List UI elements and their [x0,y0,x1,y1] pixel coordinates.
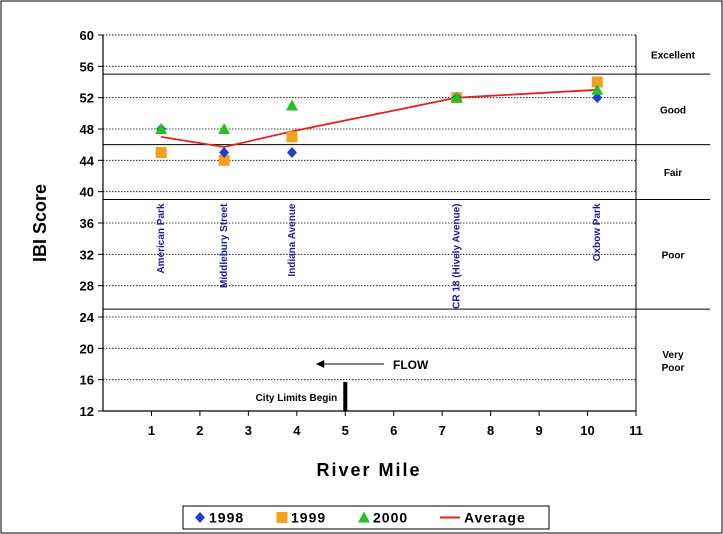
data-point-square [218,154,230,166]
y-tick-label: 36 [80,216,94,231]
data-point-triangle [155,123,168,134]
y-tick-label: 12 [80,404,94,419]
x-tick-label: 2 [196,423,203,438]
y-tick-label: 40 [80,185,94,200]
site-labels: American Park Middlebury Street Indiana Av… [156,203,603,309]
data-point-square [155,147,167,158]
x-axis-ticks: 1 2 3 4 5 6 7 8 9 10 11 [148,411,643,438]
axes [102,34,637,412]
x-tick-label: 3 [245,423,252,438]
y-tick-label: 56 [80,59,94,74]
legend-label: Average [464,510,526,526]
y-tick-label: 52 [80,91,94,106]
flow-label: FLOW [393,358,429,372]
data-point-diamond [592,92,603,104]
grid-lines [103,34,636,381]
y-tick-label: 20 [80,341,94,356]
band-label: Good [660,105,686,116]
city-limits-marker [343,382,348,411]
data-point-triangle [450,91,463,103]
site-label: Oxbow Park [592,203,603,261]
data-point-triangle [591,83,604,95]
data-point-square [276,512,288,523]
y-tick-label: 48 [80,122,94,137]
x-tick-label: 11 [629,423,643,438]
y-tick-label: 44 [80,153,95,168]
data-point-triangle [285,99,298,111]
data-point-diamond [286,147,297,158]
x-tick-label: 1 [148,423,155,438]
flow-arrow-head [316,360,325,368]
y-axis-ticks: 12 16 20 24 28 32 36 40 44 48 52 56 60 [80,28,103,419]
site-label: Indiana Avenue [287,203,298,277]
legend: 1998 1999 2000 Average [182,505,550,530]
data-point-square [286,131,298,143]
band-label: Very Poor [662,350,685,374]
data-point-square [591,76,603,88]
x-tick-label: 4 [293,423,301,438]
city-limits-label: City Limits Begin [256,393,338,404]
y-tick-label: 32 [80,247,94,262]
x-tick-label: 5 [342,423,349,438]
data-point-diamond [195,512,205,523]
legend-label: 2000 [373,510,408,526]
site-label: Middlebury Street [219,203,230,288]
band-label: Fair [664,168,682,179]
legend-label: 1999 [291,510,326,526]
data-point-triangle [218,123,231,134]
band-label: Poor [662,250,685,261]
data-point-triangle [358,511,370,523]
annotations: FLOW City Limits Begin [256,358,429,411]
band-label: Excellent [651,51,696,62]
site-label: CR 18 (Hively Avenue) [452,204,463,309]
x-tick-label: 10 [580,423,594,438]
x-tick-label: 9 [535,423,542,438]
series-marks [155,76,604,166]
x-axis-title: River Mile [316,460,421,480]
x-tick-label: 6 [390,423,397,438]
y-tick-label: 16 [80,373,94,388]
data-point-diamond [219,147,230,158]
x-tick-label: 8 [487,423,494,438]
legend-label: 1998 [209,510,244,526]
x-tick-label: 7 [439,423,446,438]
site-label: American Park [156,203,167,273]
y-tick-label: 24 [80,310,95,325]
y-axis-title: IBI Score [30,184,50,262]
y-tick-label: 60 [80,28,94,43]
y-tick-label: 28 [80,279,94,294]
